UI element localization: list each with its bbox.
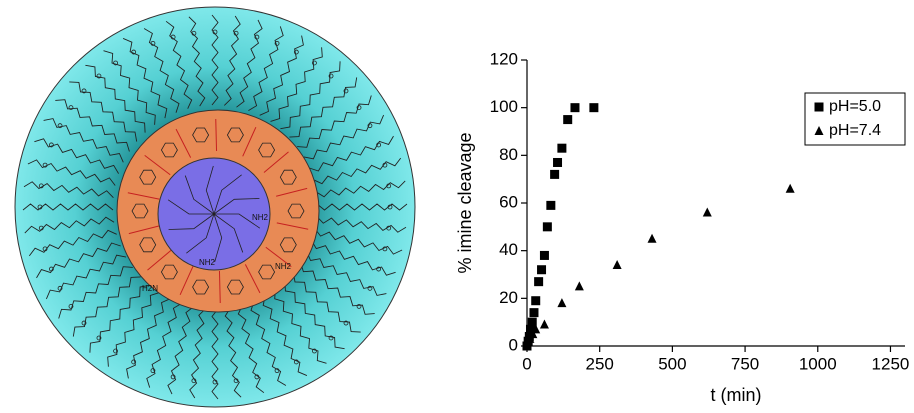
data-point	[589, 103, 598, 112]
data-point	[575, 281, 584, 290]
legend-label: pH=7.4	[829, 122, 881, 139]
y-tick-label: 120	[490, 49, 518, 68]
amine-label: H2N	[142, 284, 158, 293]
data-point	[543, 222, 552, 231]
y-tick-label: 100	[490, 97, 518, 116]
data-point	[534, 277, 543, 286]
x-tick-label: 250	[586, 354, 614, 373]
x-tick-label: 500	[658, 354, 686, 373]
x-tick-label: 750	[731, 354, 759, 373]
x-tick-label: 1250	[872, 354, 910, 373]
page: NH2 NH2 H2N NH2 0 20 40 60 80 100 120 0 250 500 750 10…	[0, 0, 914, 413]
chart: 0 20 40 60 80 100 120 0 250 500 750 1000 1250 t (min)…	[455, 49, 910, 404]
y-axis-label: % imine cleavage	[455, 132, 475, 273]
data-point	[703, 208, 712, 217]
x-tick-label: 0	[522, 354, 531, 373]
y-tick-label: 40	[499, 240, 518, 259]
legend-label: pH=5.0	[829, 98, 881, 115]
data-point	[540, 251, 549, 260]
data-point	[563, 115, 572, 124]
amine-label: NH2	[275, 262, 292, 271]
data-point	[529, 308, 538, 317]
micelle-diagram: NH2 NH2 H2N NH2	[15, 7, 415, 407]
data-point	[786, 184, 795, 193]
data-point	[557, 144, 566, 153]
data-point	[553, 158, 562, 167]
data-point	[570, 103, 579, 112]
data-point	[613, 260, 622, 269]
data-point	[648, 234, 657, 243]
y-tick-label: 60	[499, 192, 518, 211]
data-point	[531, 296, 540, 305]
legend-marker	[815, 103, 824, 112]
y-tick-label: 20	[499, 288, 518, 307]
figure: NH2 NH2 H2N NH2 0 20 40 60 80 100 120 0 250 500 750 10…	[0, 0, 914, 408]
x-tick-label: 1000	[799, 354, 837, 373]
amine-label: NH2	[199, 258, 216, 267]
data-point	[557, 298, 566, 307]
data-point	[540, 320, 549, 329]
data-point	[546, 201, 555, 210]
x-axis-label: t (min)	[711, 385, 762, 405]
data-point	[550, 170, 559, 179]
y-tick-label: 80	[499, 145, 518, 164]
y-tick-label: 0	[509, 335, 518, 354]
data-point	[537, 265, 546, 274]
amine-label: NH2	[252, 213, 269, 222]
